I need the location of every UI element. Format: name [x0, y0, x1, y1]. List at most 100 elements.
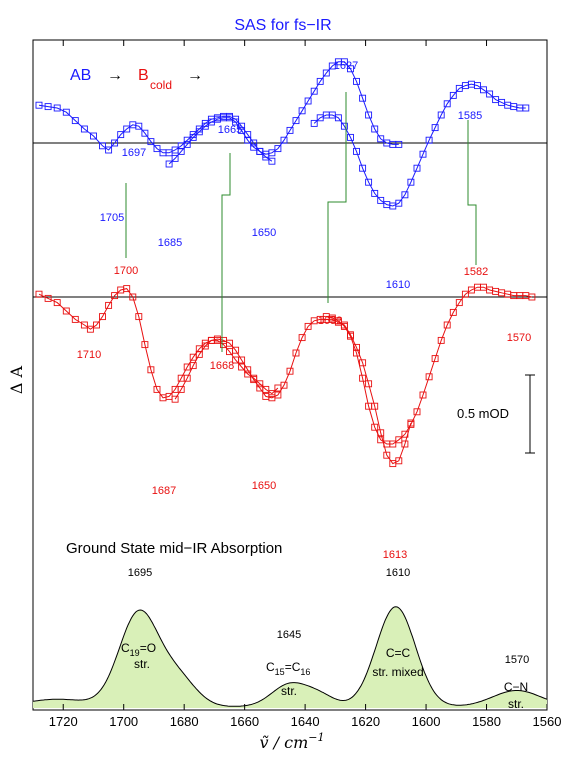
data-point-bcold_1-12 — [123, 285, 131, 293]
data-point-bcold_2-3 — [189, 362, 197, 370]
data-point-bcold_3-15 — [413, 408, 421, 416]
series-line-bcold_3 — [326, 286, 533, 445]
data-point-bcold_3-12 — [395, 436, 403, 444]
data-point-ab_3-19 — [425, 136, 433, 144]
data-point-bcold_1-9 — [105, 301, 113, 309]
assign-line-1632 — [327, 92, 347, 303]
data-point-ab_2-17 — [268, 149, 276, 157]
data-point-ab_3-28 — [480, 86, 487, 94]
ab-label-1650: 1650 — [252, 227, 276, 239]
data-point-bcold_1-4 — [71, 315, 79, 323]
data-point-ab_1-13 — [135, 122, 143, 130]
scale-bar: 0.5 mOD — [457, 374, 535, 454]
data-point-ab_3-9 — [365, 178, 373, 186]
bcold-label-1710: 1710 — [77, 349, 101, 361]
assign-line-1668 — [221, 153, 231, 352]
data-point-ab_1-0 — [35, 101, 43, 109]
series-line-bcold_2 — [174, 318, 412, 465]
data-point-ab_1-11 — [123, 125, 131, 133]
data-point-ab_3-18 — [419, 150, 427, 158]
data-point-bcold_3-17 — [425, 373, 433, 381]
data-point-bcold_2-13 — [250, 376, 258, 384]
data-point-bcold_2-37 — [395, 457, 403, 465]
data-point-bcold_3-11 — [389, 440, 397, 448]
bcold-label-1700: 1700 — [114, 265, 138, 277]
x-tick-label-1620: 1620 — [351, 714, 380, 729]
data-point-ab_2-22 — [298, 107, 306, 115]
data-point-ab_3-0 — [310, 119, 318, 127]
data-point-bcold_2-18 — [280, 381, 288, 389]
data-point-bcold_2-20 — [292, 349, 300, 357]
data-point-bcold_2-22 — [304, 322, 312, 330]
data-point-bcold_2-5 — [201, 342, 209, 350]
y-axis-label: Δ A — [7, 365, 26, 394]
data-point-ab_2-2 — [177, 147, 185, 155]
data-point-bcold_2-0 — [171, 395, 179, 403]
data-point-bcold_3-18 — [431, 355, 439, 363]
data-point-bcold_1-6 — [86, 325, 94, 333]
bcold-label-1613: 1613 — [383, 549, 407, 561]
series-line-ab_2 — [168, 61, 399, 165]
data-point-bcold_3-19 — [437, 336, 445, 344]
x-tick-label-1560: 1560 — [533, 714, 562, 729]
x-tick-label-1700: 1700 — [109, 714, 138, 729]
data-point-bcold_2-35 — [383, 451, 391, 459]
ground-state-fill — [33, 606, 547, 708]
bcold-label-1687: 1687 — [152, 485, 176, 497]
data-point-ab_2-4 — [189, 133, 197, 141]
data-point-bcold_3-2 — [334, 317, 342, 325]
data-point-ab_2-32 — [359, 94, 367, 102]
data-point-bcold_1-10 — [111, 292, 119, 300]
data-point-ab_2-19 — [280, 136, 288, 144]
legend: AB → B cold → — [70, 67, 203, 92]
bcold-label-1570: 1570 — [507, 332, 531, 344]
series-line-ab_3 — [313, 83, 526, 207]
data-point-ab_2-30 — [347, 65, 354, 73]
data-point-bcold_2-17 — [274, 391, 282, 399]
data-point-bcold_2-11 — [238, 356, 246, 364]
data-point-ab_3-27 — [474, 82, 481, 90]
data-point-bcold_1-2 — [53, 299, 61, 307]
data-point-ab_1-3 — [62, 108, 70, 116]
data-point-ab_3-15 — [401, 191, 409, 199]
data-point-bcold_1-5 — [80, 321, 88, 329]
data-point-bcold_1-1 — [44, 294, 52, 302]
data-point-ab_1-7 — [99, 142, 106, 150]
data-point-ab_2-35 — [377, 135, 385, 143]
data-point-bcold_1-8 — [99, 313, 106, 321]
data-point-ab_3-14 — [395, 199, 403, 207]
ground-assignments: C19=O str. C15=C16 str. C=C str. mixed C… — [121, 641, 528, 711]
series-line-bcold_1 — [38, 288, 279, 399]
assign-cc: C=C — [386, 646, 411, 660]
data-point-ab_2-26 — [322, 69, 330, 77]
data-point-ab_1-8 — [105, 146, 113, 154]
data-point-ab_2-18 — [274, 145, 282, 153]
gs-label-1570: 1570 — [505, 654, 529, 666]
data-point-ab_3-21 — [437, 111, 445, 119]
data-point-bcold_2-31 — [359, 359, 367, 367]
chart-title: SAS for fs−IR — [234, 17, 331, 34]
data-point-bcold_2-10 — [232, 346, 240, 354]
ab-label-1705: 1705 — [100, 212, 124, 224]
data-point-ab_3-35 — [522, 104, 530, 112]
x-tick-label-1580: 1580 — [472, 714, 501, 729]
data-point-bcold_2-32 — [365, 380, 373, 388]
plot-frame — [32, 39, 548, 711]
data-point-ab_3-29 — [486, 90, 494, 98]
data-point-ab_1-35 — [268, 157, 276, 165]
x-tick-label-1640: 1640 — [291, 714, 320, 729]
data-point-ab_3-6 — [347, 133, 354, 141]
data-point-ab_2-14 — [250, 143, 258, 151]
legend-arrow-1: → — [107, 67, 123, 84]
data-point-ab_2-10 — [226, 114, 233, 122]
data-point-ab_2-23 — [304, 97, 312, 105]
data-point-ab_1-1 — [44, 103, 52, 111]
data-point-bcold_3-22 — [455, 299, 463, 307]
data-point-bcold_1-0 — [35, 290, 43, 298]
data-point-ab_1-5 — [80, 125, 88, 133]
data-point-ab_1-15 — [147, 138, 155, 146]
data-point-bcold_2-12 — [244, 366, 252, 374]
ground-peak-labels: 1695 1645 1610 1570 — [128, 567, 529, 666]
assign-cc-str: str. mixed — [372, 665, 423, 679]
data-point-bcold_3-5 — [353, 349, 360, 357]
